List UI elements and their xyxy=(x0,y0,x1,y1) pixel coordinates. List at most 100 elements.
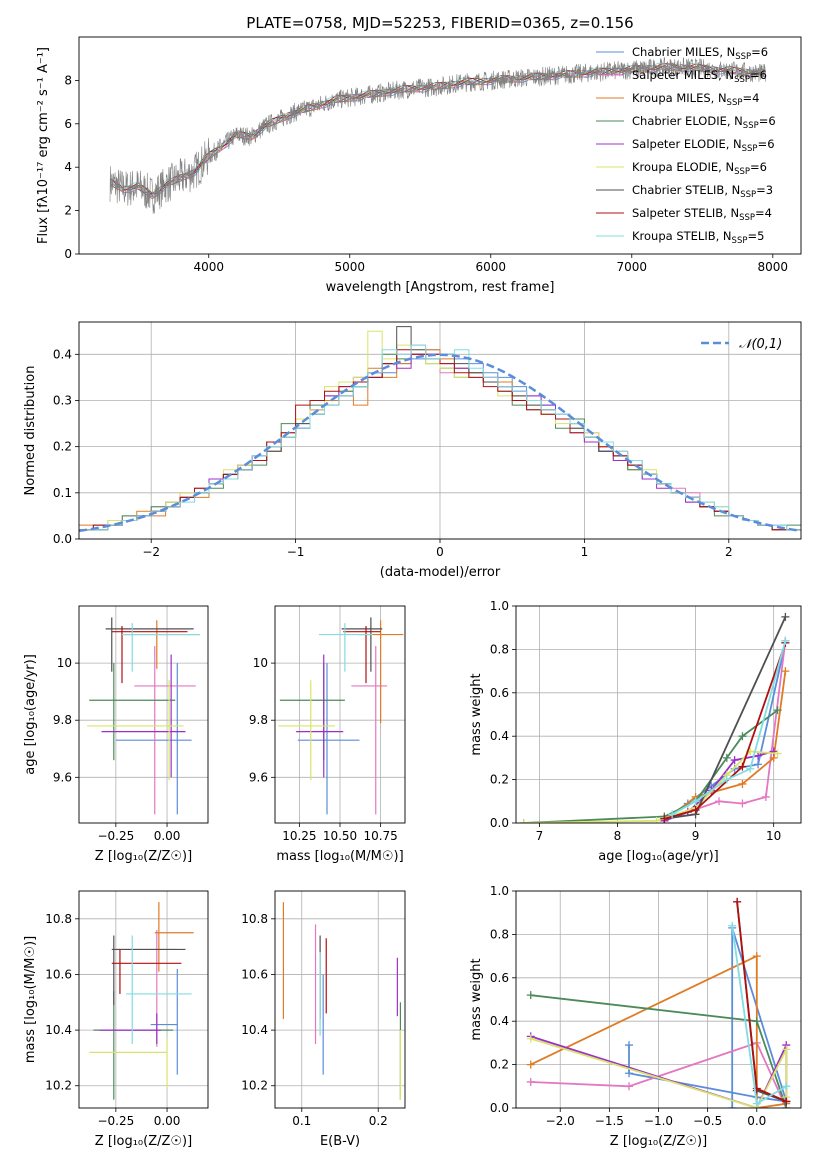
mass-vs-Z-ylabel: mass [log₁₀(M/M☉)] xyxy=(23,936,38,1063)
plus-marker xyxy=(526,1077,535,1086)
spectrum-axes: 4000 5000 6000 7000 8000 0 2 4 6 8 wavelength [Ang… xyxy=(36,36,802,295)
plus-marker xyxy=(526,991,535,1000)
age-vs-mass-xtick-label: 10.50 xyxy=(323,829,357,843)
age-vs-Z-xtick-label: −0.25 xyxy=(97,829,134,843)
errorbar-point xyxy=(343,625,381,684)
errorbar-point xyxy=(93,991,174,1100)
legend-label: Kroupa ELODIE, NSSP=6 xyxy=(632,160,767,177)
massweight-line xyxy=(736,901,787,1103)
spectrum-ytick-label: 4 xyxy=(64,160,72,174)
spectrum-xtick-label: 5000 xyxy=(334,260,365,274)
mass-vs-Z-xtick-label: −0.25 xyxy=(97,1114,134,1128)
massweight-vs-age-ytick-label: 0.0 xyxy=(490,816,509,830)
spectrum-xtick-label: 6000 xyxy=(475,260,506,274)
residuals-ytick-label: 0.2 xyxy=(53,440,72,454)
legend-label-rest: =6 xyxy=(750,68,767,82)
errorbar-point xyxy=(87,680,184,781)
spectrum-xtick-label: 7000 xyxy=(617,260,648,274)
age-vs-Z-ylabel: age [log₁₀(age/yr)] xyxy=(23,654,38,775)
massweight-vs-age-ylabel: mass weight xyxy=(469,673,484,755)
legend-label-rest: =6 xyxy=(759,114,776,128)
plus-marker xyxy=(738,762,747,771)
errorbar-point xyxy=(101,654,186,778)
massweight-vs-Z-xlabel: Z [log₁₀(Z/Z☉)] xyxy=(610,1134,707,1149)
mass-vs-ebv-ytick-label: 10.2 xyxy=(241,1079,268,1093)
age-vs-Z-plot-area xyxy=(87,617,200,815)
spectrum-ytick-label: 6 xyxy=(64,117,72,131)
plus-marker xyxy=(728,1104,737,1108)
mass-vs-Z-xtick-label: 0.00 xyxy=(154,1114,181,1128)
data-spectrum-line xyxy=(109,57,766,214)
mass-vs-Z-frame xyxy=(78,890,209,1109)
legend-subscript: SSP xyxy=(742,144,758,154)
plus-marker xyxy=(691,805,700,814)
errorbar-point xyxy=(297,663,360,815)
massweight-vs-Z-plot-area xyxy=(526,897,791,1108)
spectrum-ylabel: Flux [fλ10⁻¹⁷ erg cm⁻² s⁻¹ A⁻¹] xyxy=(36,47,51,244)
massweight-vs-age-xtick-label: 8 xyxy=(614,829,622,843)
mass-vs-ebv-xtick-label: 0.1 xyxy=(292,1114,311,1128)
spectrum-ytick-label: 2 xyxy=(64,204,72,218)
massweight-vs-Z-ytick-label: 1.0 xyxy=(490,884,509,898)
legend-label: 𝒩(0,1) xyxy=(739,337,782,352)
legend-label: Chabrier MILES, NSSP=6 xyxy=(632,45,768,62)
legend-label: Chabrier STELIB, NSSP=3 xyxy=(632,183,773,200)
age-vs-Z-axes: −0.25 0.00 9.6 9.8 10 Z [log₁₀(Z/Z☉)] age [log… xyxy=(23,605,209,864)
legend-subscript: SSP xyxy=(734,75,750,85)
mass-vs-Z-ytick-label: 10.8 xyxy=(45,912,72,926)
age-vs-Z-ytick-label: 10 xyxy=(57,656,72,670)
spectrum-xtick-label: 8000 xyxy=(758,260,789,274)
residuals-ylabel: Normed distribution xyxy=(23,366,38,496)
errorbar-point xyxy=(296,654,344,778)
mass-vs-Z-ytick-label: 10.2 xyxy=(45,1079,72,1093)
plus-marker xyxy=(519,819,528,823)
plus-marker xyxy=(754,760,763,769)
plus-marker xyxy=(752,1099,761,1108)
plus-marker xyxy=(738,732,747,741)
plus-marker xyxy=(782,1082,791,1091)
figure-title: PLATE=0758, MJD=52253, FIBERID=0365, z=0… xyxy=(246,14,633,32)
residuals-xtick-label: −1 xyxy=(287,545,305,559)
residuals-xtick-label: −2 xyxy=(142,545,160,559)
massweight-line xyxy=(523,750,778,823)
massweight-vs-age-xlabel: age [log₁₀(age/yr)] xyxy=(598,849,719,864)
model-line xyxy=(109,65,766,199)
plus-marker xyxy=(738,799,747,808)
errorbar-point xyxy=(115,929,178,1047)
plus-marker xyxy=(761,792,770,801)
age-vs-mass-ytick-label: 9.6 xyxy=(249,770,268,784)
plus-marker xyxy=(625,1069,634,1078)
mass-vs-ebv-xlabel: E(B-V) xyxy=(320,1134,360,1149)
plus-marker xyxy=(722,775,731,784)
spectrum-ytick-label: 0 xyxy=(64,247,72,261)
age-vs-Z-ytick-label: 9.8 xyxy=(53,713,72,727)
legend-subscript: SSP xyxy=(735,52,751,62)
massweight-vs-Z-xtick-label: 0.0 xyxy=(747,1114,766,1128)
plus-marker xyxy=(773,749,782,758)
residuals-xlabel: (data-model)/error xyxy=(380,565,501,580)
massweight-vs-Z-xtick-label: −0.5 xyxy=(693,1114,722,1128)
legend-label-rest: =6 xyxy=(751,45,768,59)
legend-label-rest: =3 xyxy=(756,183,773,197)
mass-vs-ebv-ytick-label: 10.6 xyxy=(241,967,268,981)
legend-label-rest: =4 xyxy=(755,206,772,220)
massweight-vs-age-xtick-label: 10 xyxy=(766,829,781,843)
residuals-xtick-label: 2 xyxy=(725,545,733,559)
errorbar-point xyxy=(124,620,200,669)
errorbar-point xyxy=(111,625,188,684)
plus-marker xyxy=(722,753,731,762)
massweight-vs-Z-ylabel: mass weight xyxy=(469,958,484,1040)
legend-label-rest: =6 xyxy=(750,160,767,174)
age-vs-mass-plot-area xyxy=(278,617,404,815)
legend-subscript: SSP xyxy=(740,190,756,200)
massweight-line xyxy=(530,954,787,1108)
plus-marker xyxy=(733,897,742,906)
errorbar-point xyxy=(150,968,178,1075)
plus-marker xyxy=(746,764,755,773)
legend-label: Kroupa MILES, NSSP=4 xyxy=(632,91,759,108)
legend-label: Salpeter ELODIE, NSSP=6 xyxy=(632,137,775,154)
errorbar-point xyxy=(115,663,192,815)
massweight-line xyxy=(664,642,787,820)
errorbar-point xyxy=(99,1013,161,1045)
errorbar-point xyxy=(126,935,192,1045)
